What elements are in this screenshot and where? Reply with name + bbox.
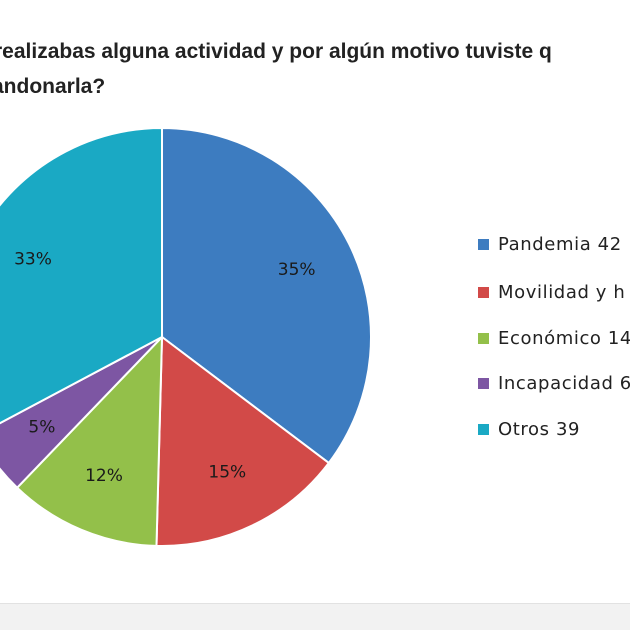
legend-swatch [478,238,489,250]
pie-label-otros: 33% [14,250,52,270]
pie-slice-movilidad [155,335,331,547]
pie-label-movilidad: 15% [208,463,246,483]
legend-label: Económico 14 [498,327,630,349]
legend-label: Otros 39 [498,418,581,440]
legend-label: Movilidad y h [498,281,626,303]
legend-item-movilidad: Movilidad y h [478,280,625,304]
pie-slice-otros [0,126,163,425]
legend-item-pandemia: Pandemia 42 [478,232,622,256]
legend-item-economico: Económico 14 [478,326,630,350]
legend-item-otros: Otros 39 [478,417,580,441]
legend-swatch [478,377,489,389]
legend-label: Pandemia 42 [498,233,622,255]
pie-slice-incapacidad [0,336,163,490]
pie-slice-economico [15,334,164,547]
chart-title-line-1: realizabas alguna actividad y por algún … [0,40,552,63]
legend-swatch [478,332,489,344]
legend-label: Incapacidad 6 [498,372,630,394]
legend-item-incapacidad: Incapacidad 6 [478,371,630,395]
pie-label-economico: 12% [85,466,123,486]
legend-swatch [478,423,489,435]
legend-swatch [478,286,489,298]
pie-label-incapacidad: 5% [28,418,55,438]
pie-label-pandemia: 35% [278,260,316,280]
pie-slice-pandemia [161,126,372,465]
bottom-divider [0,603,630,630]
chart-title-line-2: andonarla? [0,75,106,98]
